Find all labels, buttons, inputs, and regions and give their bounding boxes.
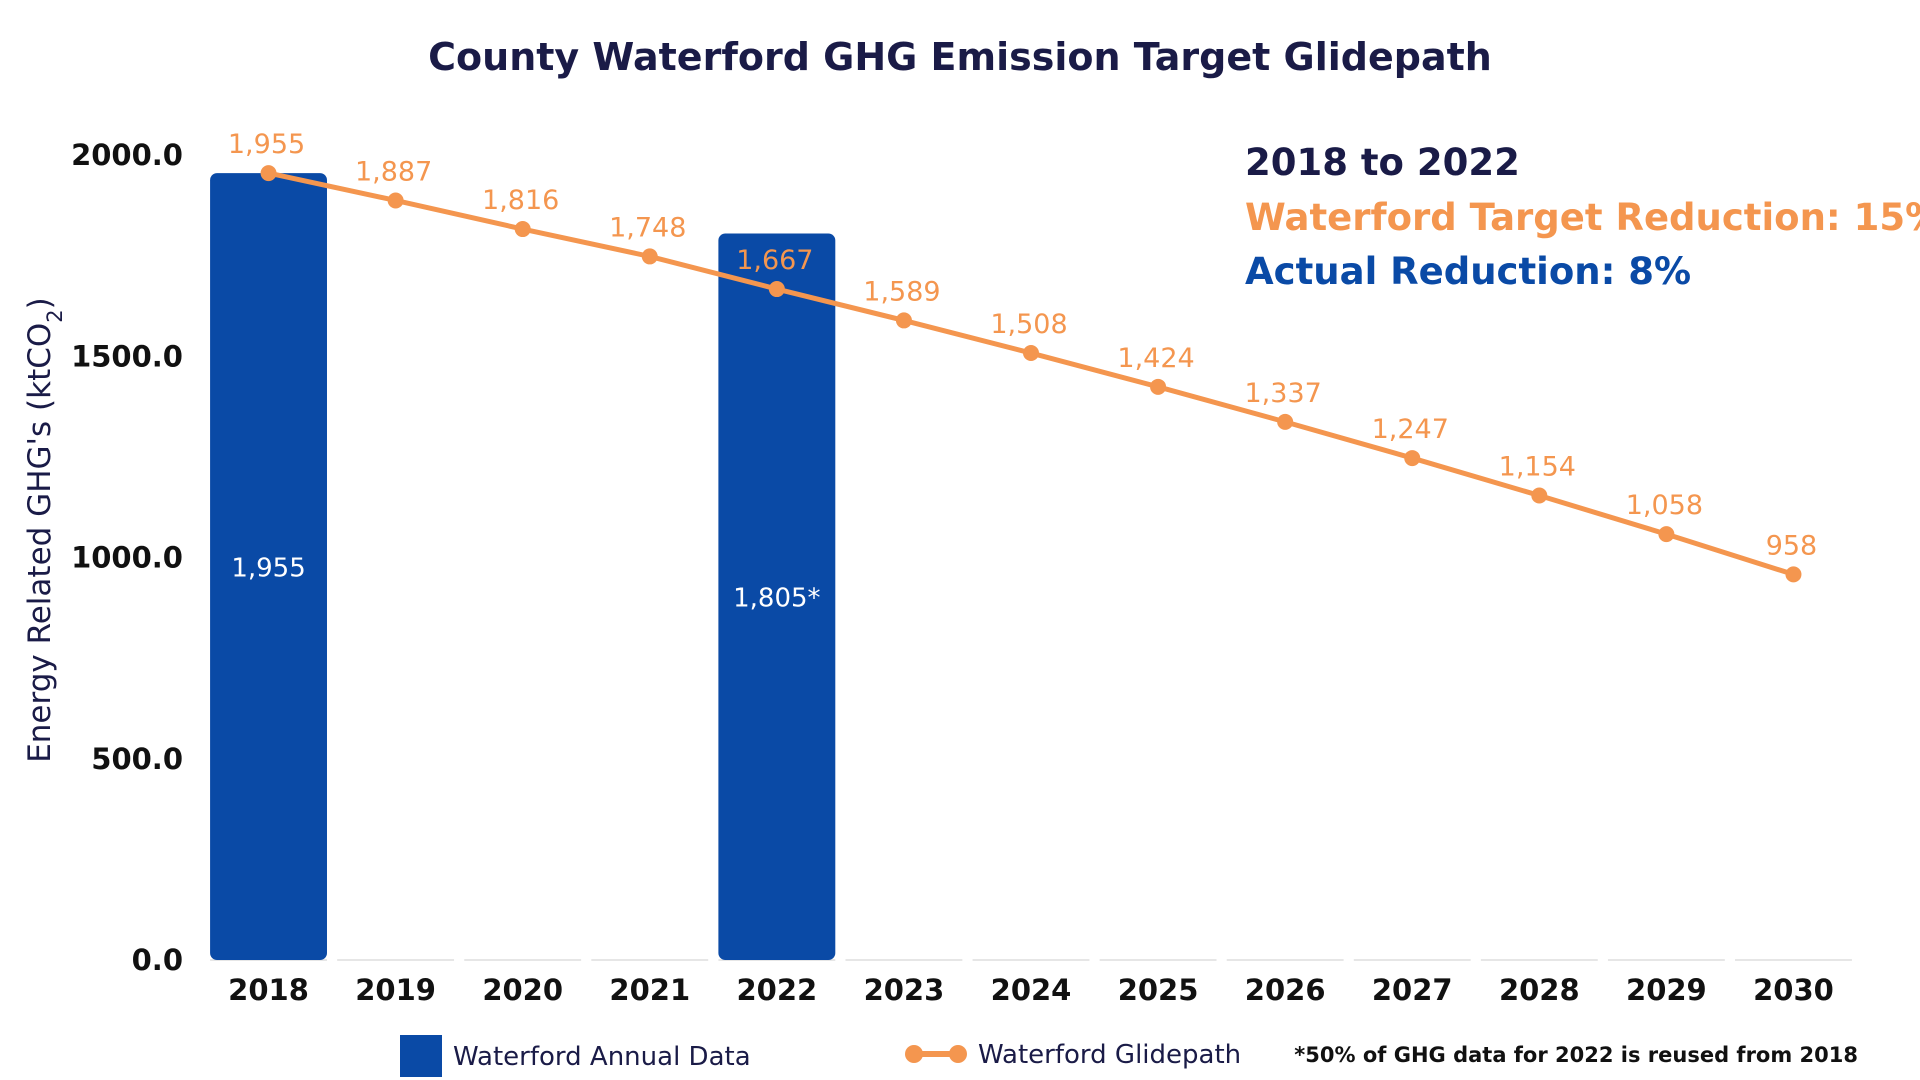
glidepath-data-label: 1,816: [482, 185, 559, 216]
glidepath-series: 1,955 1,887 1,816 1,748 1,667 1,589 1,508 1,424…: [228, 129, 1818, 583]
glidepath-data-label: 1,154: [1499, 452, 1576, 483]
glidepath-data-label: 1,667: [736, 245, 813, 276]
y-tick-label: 1500.0: [71, 339, 183, 373]
annotation-actual-reduction: Actual Reduction: 8%: [1245, 250, 1691, 293]
glidepath-point: [768, 281, 785, 298]
x-tick-label: 2027: [1372, 973, 1453, 1007]
y-tick-label: 500.0: [91, 742, 183, 776]
x-tick-label: 2023: [864, 973, 945, 1007]
glidepath-data-label: 1,058: [1626, 490, 1703, 521]
glidepath-point: [1150, 378, 1167, 395]
y-tick-label: 2000.0: [71, 138, 183, 172]
x-tick-label: 2020: [482, 973, 563, 1007]
glidepath-point: [641, 248, 658, 265]
x-tick-label: 2024: [991, 973, 1072, 1007]
x-tick-label: 2029: [1626, 973, 1707, 1007]
glidepath-data-label: 1,247: [1372, 414, 1449, 445]
x-tick-label: 2030: [1753, 973, 1834, 1007]
x-tick-label: 2022: [736, 973, 817, 1007]
annotation-period: 2018 to 2022: [1245, 141, 1520, 184]
x-tick-label: 2025: [1118, 973, 1199, 1007]
bar: [210, 173, 327, 961]
glidepath-data-label: 1,508: [990, 309, 1067, 340]
footnote: *50% of GHG data for 2022 is reused from…: [1294, 1043, 1858, 1067]
x-axis-ticks: 2018 2019 2020 2021 2022 2023 2024 2025 2026 2027…: [228, 973, 1834, 1007]
glidepath-point: [1785, 566, 1802, 583]
x-tick-label: 2019: [355, 973, 436, 1007]
legend: Waterford Annual Data Waterford Glidepat…: [400, 1035, 1241, 1077]
legend-line-marker-end: [949, 1045, 967, 1063]
glidepath-point: [1658, 526, 1675, 543]
glidepath-data-label: 1,748: [609, 212, 686, 243]
glidepath-point: [387, 192, 404, 209]
glidepath-point: [1404, 450, 1421, 467]
y-tick-label: 0.0: [132, 943, 183, 977]
glidepath-point: [260, 165, 277, 182]
x-tick-label: 2018: [228, 973, 309, 1007]
legend-line-label: Waterford Glidepath: [978, 1040, 1241, 1070]
chart-title: County Waterford GHG Emission Target Gli…: [428, 35, 1492, 79]
glidepath-data-label: 1,887: [355, 156, 432, 187]
glidepath-point: [1277, 413, 1294, 430]
x-tick-label: 2026: [1245, 973, 1326, 1007]
glidepath-data-label: 1,589: [863, 276, 940, 307]
glidepath-data-label: 1,424: [1117, 343, 1194, 374]
legend-line-marker-start: [905, 1045, 923, 1063]
legend-bar-label: Waterford Annual Data: [453, 1042, 751, 1072]
x-tick-label: 2028: [1499, 973, 1580, 1007]
bar-data-label: 1,805*: [733, 584, 820, 614]
glidepath-data-label: 1,337: [1245, 378, 1322, 409]
y-axis-ticks: 2000.0 1500.0 1000.0 500.0 0.0: [71, 138, 183, 977]
glidepath-point: [1531, 487, 1548, 504]
annotation-target-reduction: Waterford Target Reduction: 15%: [1245, 196, 1920, 239]
glidepath-point: [514, 221, 531, 238]
y-axis-label: Energy Related GHG's (ktCO2): [22, 297, 67, 763]
bar-data-label: 1,955: [231, 554, 305, 584]
x-tick-label: 2021: [609, 973, 690, 1007]
bar: [718, 233, 836, 961]
legend-bar-swatch: [400, 1035, 442, 1077]
y-tick-label: 1000.0: [71, 541, 183, 575]
glidepath-data-label: 1,955: [228, 129, 305, 160]
glidepath-point: [1023, 345, 1039, 362]
glidepath-data-label: 958: [1766, 530, 1818, 561]
bar-series: 1,955 1,805*: [210, 173, 836, 961]
glidepath-point: [895, 312, 912, 329]
